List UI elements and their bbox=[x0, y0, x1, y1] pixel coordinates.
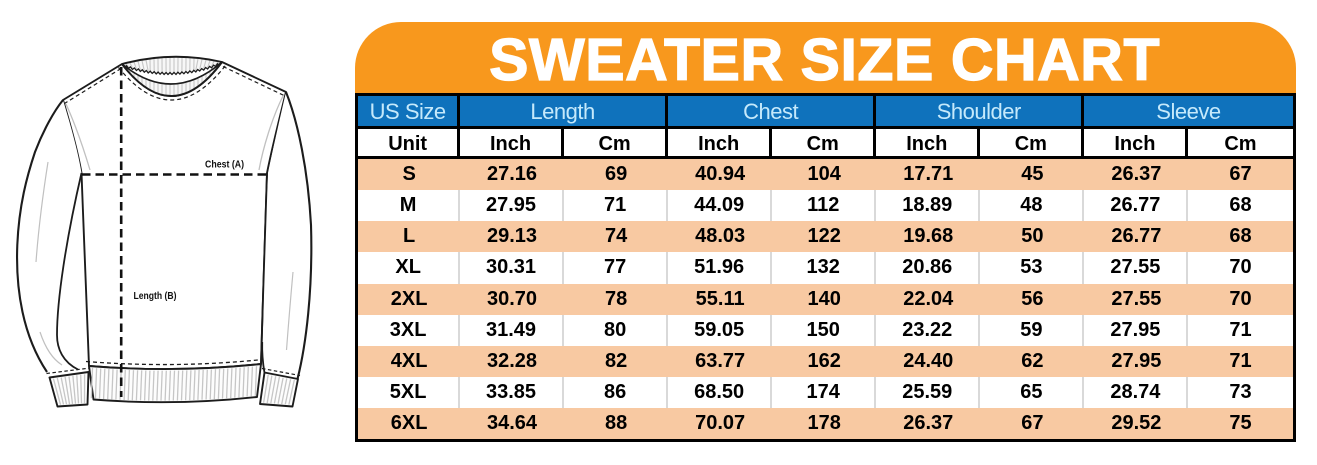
svg-text:Chest (A): Chest (A) bbox=[205, 159, 244, 171]
svg-text:Length (B): Length (B) bbox=[134, 290, 177, 302]
